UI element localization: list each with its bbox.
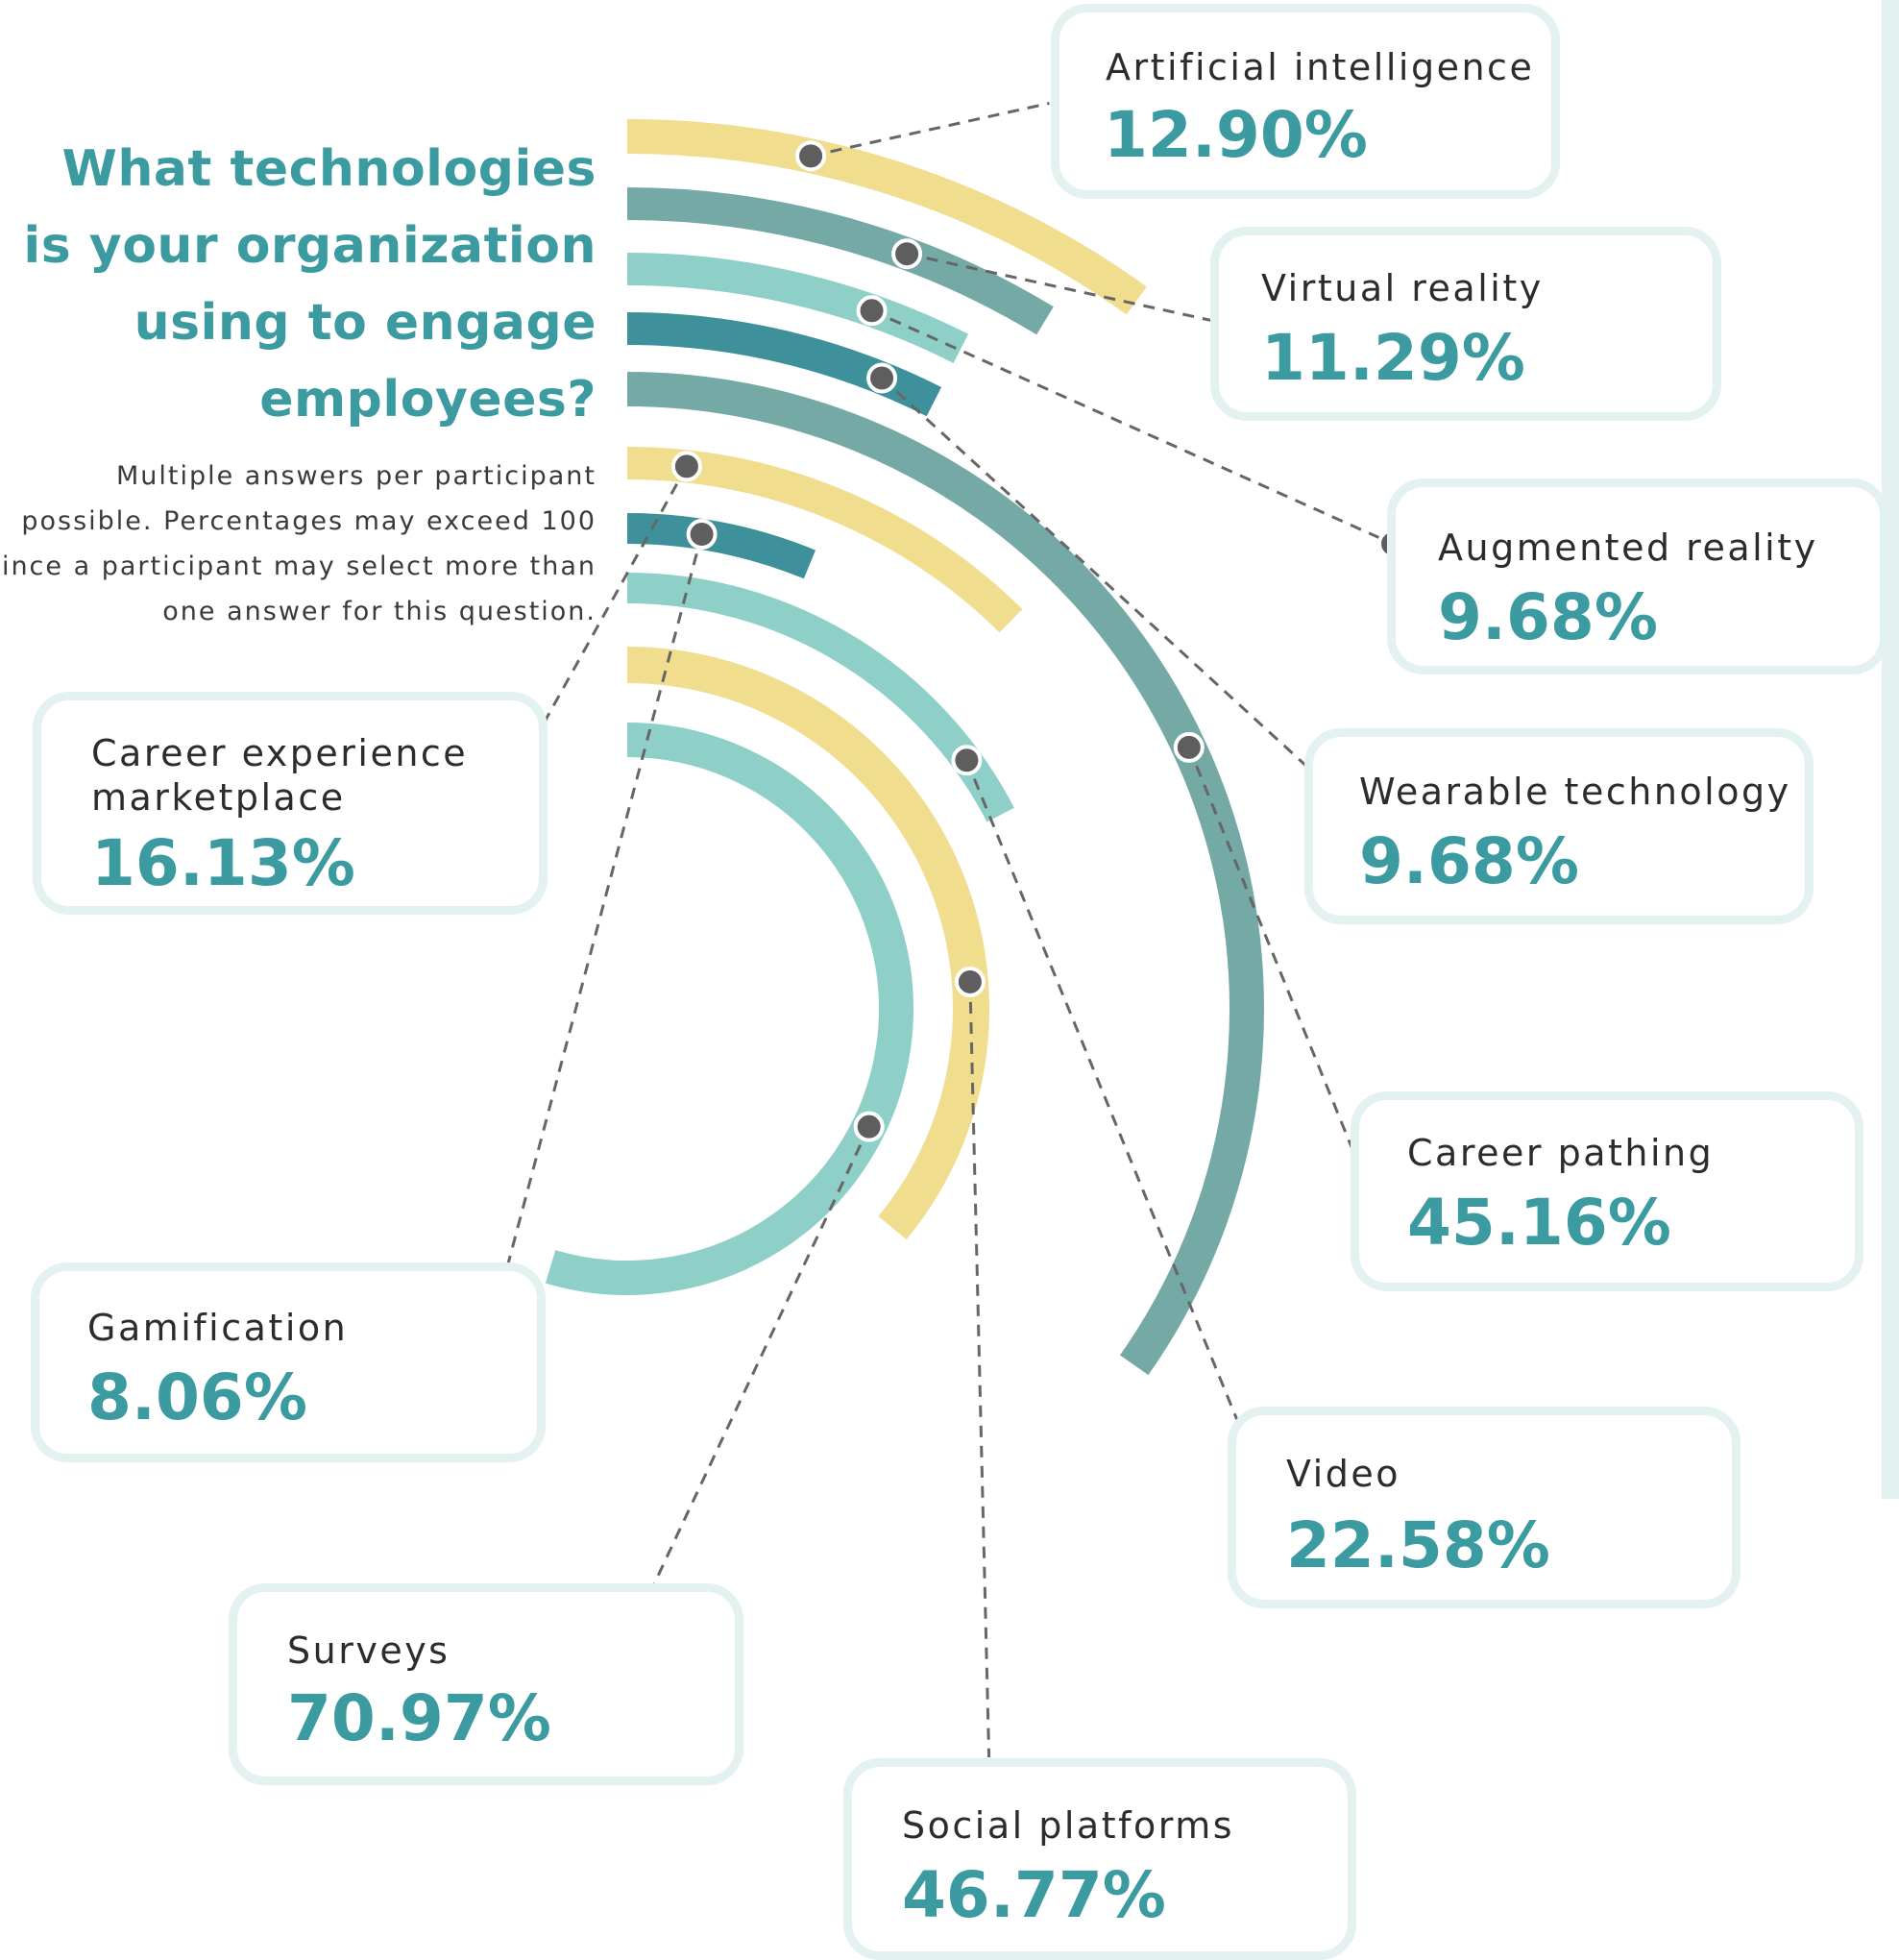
card-virtual-reality: Virtual reality 11.29% [1210, 227, 1721, 421]
card-value: 12.90% [1104, 98, 1368, 172]
bar-dot-gamification [686, 519, 718, 551]
leader-social-platforms [968, 981, 991, 1774]
card-label: Wearable technology [1359, 771, 1791, 813]
card-career-pathing: Career pathing 45.16% [1351, 1091, 1863, 1291]
leader-virtual-reality [906, 252, 1228, 326]
card-video: Video 22.58% [1228, 1407, 1741, 1608]
card-label: Career experience marketplace [91, 732, 469, 819]
card-value: 16.13% [91, 826, 355, 900]
leader-augmented-reality [870, 308, 1394, 546]
arc-bars [545, 119, 1264, 1376]
card-social-platforms: Social platforms 46.77% [843, 1758, 1356, 1960]
card-value: 70.97% [287, 1681, 551, 1755]
arc-surveys [545, 723, 913, 1295]
arc-artificial-intelligence [626, 119, 1147, 315]
page-edge-decoration [1882, 0, 1899, 1499]
card-wearable-technology: Wearable technology 9.68% [1304, 728, 1814, 924]
arc-augmented-reality [626, 253, 969, 363]
card-value: 11.29% [1261, 321, 1525, 395]
arc-career-pathing [626, 372, 1264, 1376]
card-gamification: Gamification 8.06% [31, 1262, 546, 1462]
card-value: 22.58% [1286, 1508, 1550, 1582]
card-value: 46.77% [902, 1858, 1166, 1932]
card-career-experience-marketplace: Career experience marketplace 16.13% [33, 692, 548, 915]
card-label: Surveys [287, 1629, 450, 1672]
card-value: 9.68% [1438, 580, 1658, 654]
card-value: 8.06% [87, 1360, 307, 1434]
card-value: 45.16% [1407, 1186, 1671, 1260]
leader-lines [493, 98, 1394, 1774]
bar-dot-artificial-intelligence [795, 140, 827, 172]
bar-dot-wearable-technology [866, 362, 898, 394]
bar-dot-surveys [853, 1111, 885, 1142]
card-value: 9.68% [1359, 824, 1579, 898]
bar-dot-virtual-reality [891, 238, 923, 270]
bar-dot-augmented-reality [856, 295, 888, 327]
card-artificial-intelligence: Artificial intelligence 12.90% [1051, 4, 1560, 199]
bar-dot-social-platforms [954, 966, 986, 997]
bar-dot-career-pathing [1173, 731, 1205, 763]
card-label: Career pathing [1407, 1132, 1715, 1174]
bar-dot-career-experience-marketplace [670, 451, 702, 482]
leader-artificial-intelligence [810, 98, 1065, 158]
arc-gamification [626, 513, 816, 579]
bar-dot-video [951, 745, 983, 776]
card-label: Video [1286, 1453, 1400, 1495]
card-label: Social platforms [902, 1804, 1235, 1847]
arc-social-platforms [626, 647, 989, 1240]
arc-virtual-reality [626, 187, 1054, 335]
arc-wearable-technology [626, 312, 942, 417]
card-label: Augmented reality [1438, 527, 1818, 569]
leader-gamification [493, 533, 704, 1315]
card-surveys: Surveys 70.97% [229, 1583, 743, 1785]
card-augmented-reality: Augmented reality 9.68% [1387, 478, 1888, 674]
leader-video [965, 759, 1248, 1442]
card-label: Gamification [87, 1307, 349, 1349]
card-label: Artificial intelligence [1106, 46, 1535, 88]
chart-title: What technologies is your organization u… [23, 140, 596, 429]
leader-surveys [643, 1126, 871, 1605]
chart-note: Multiple answers per participant possibl… [0, 461, 596, 626]
leader-wearable-technology [881, 377, 1322, 780]
card-label: Virtual reality [1261, 267, 1544, 309]
